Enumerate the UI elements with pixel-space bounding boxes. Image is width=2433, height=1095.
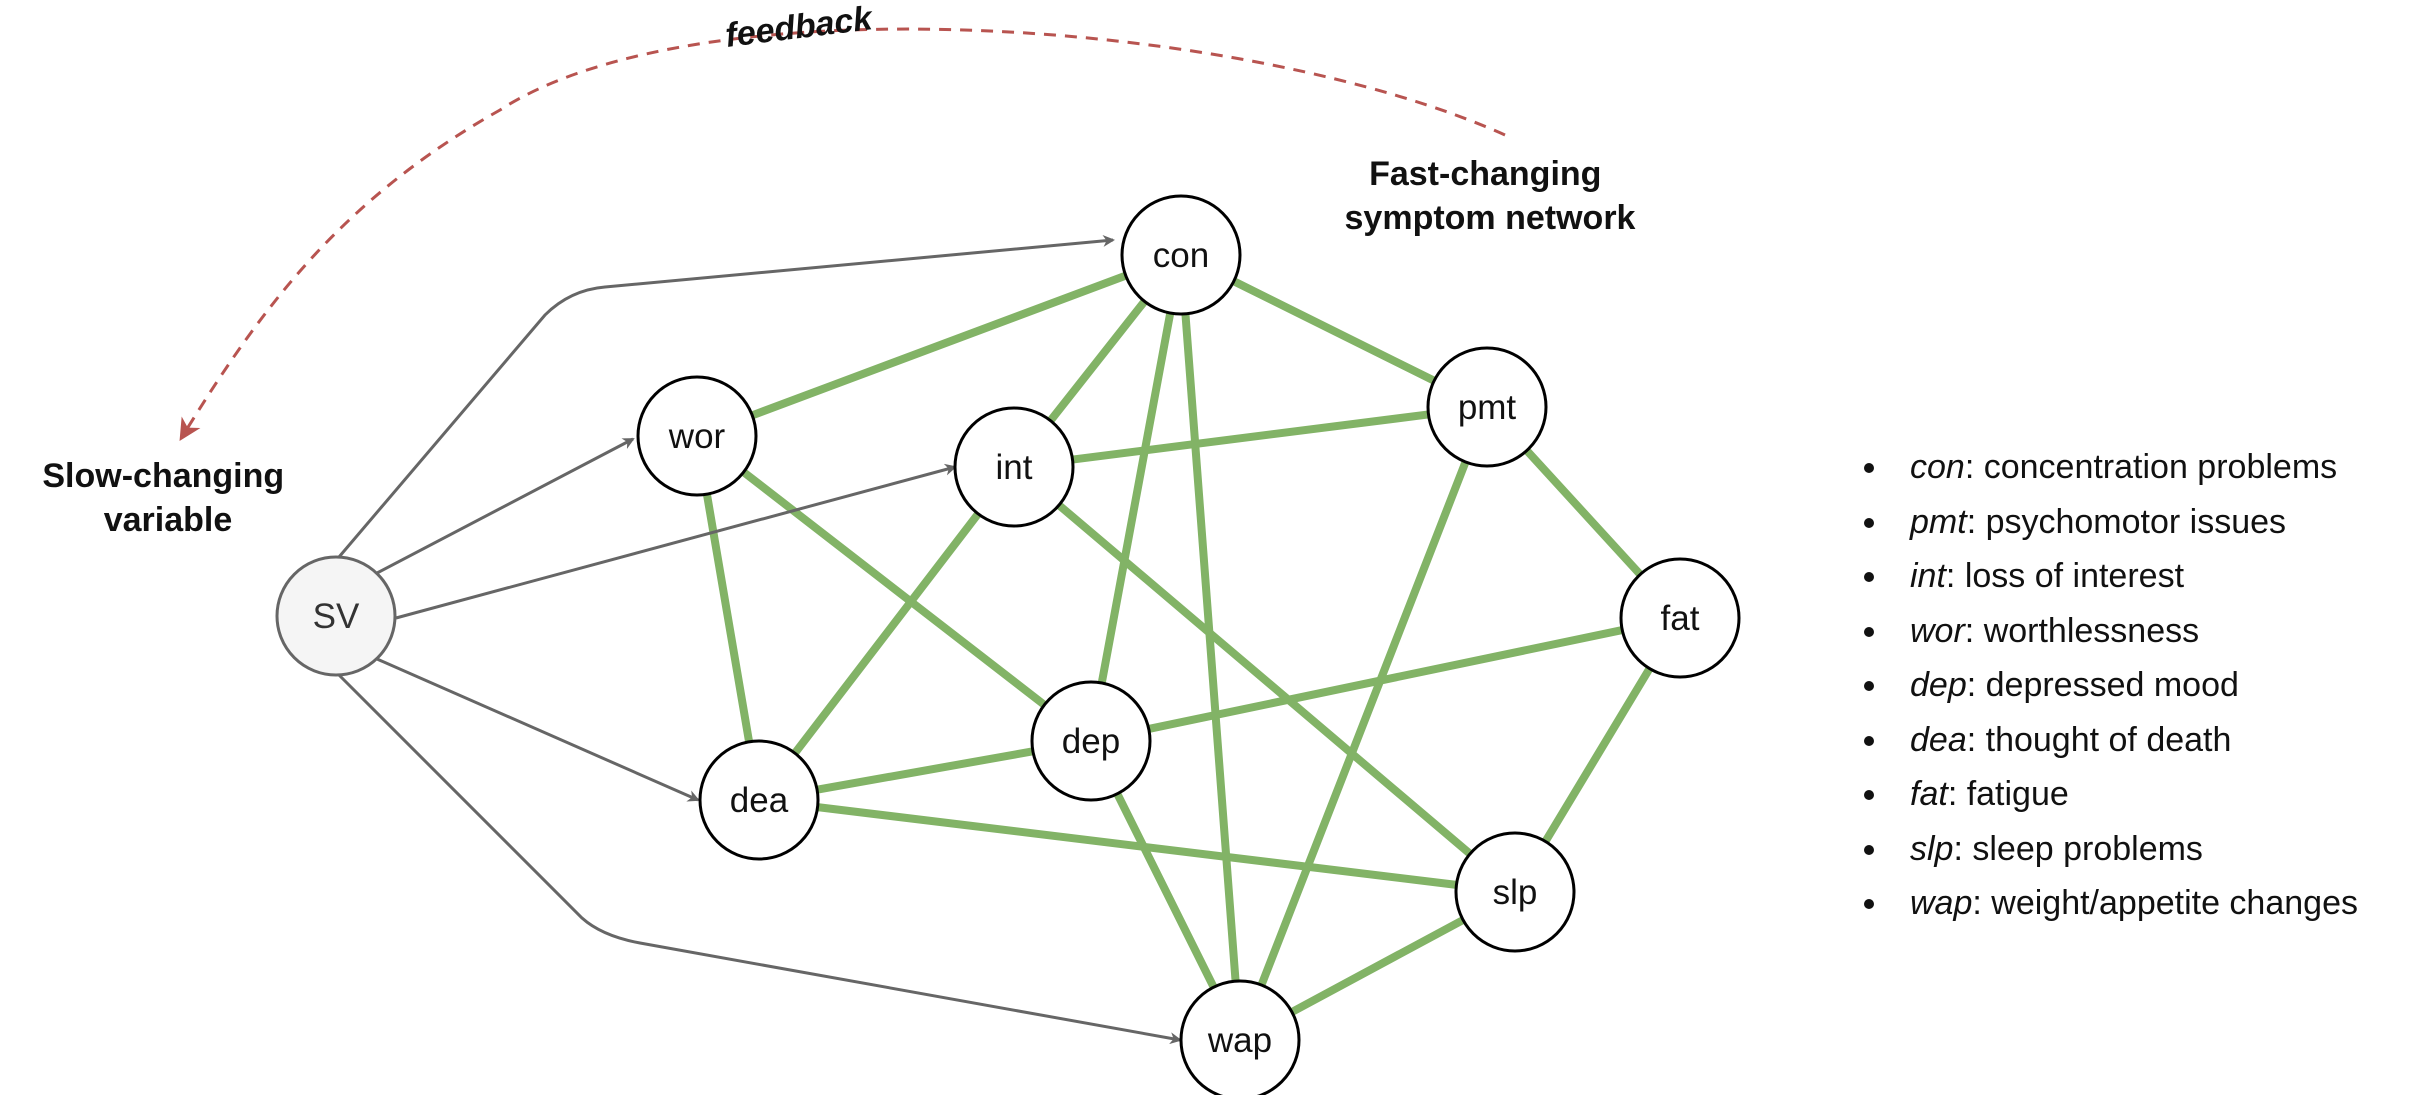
legend-description: : sleep problems	[1953, 829, 2203, 868]
node-wor[interactable]: wor	[636, 375, 758, 497]
edge-dea-dep	[813, 747, 1037, 794]
legend-abbr: wor	[1910, 611, 1965, 650]
node-con-circle	[1120, 194, 1242, 316]
sv-directed-edges	[337, 234, 1182, 1045]
node-pmt[interactable]: pmt	[1426, 346, 1548, 468]
node-slp-label: slp	[1493, 873, 1538, 912]
legend-description: : worthlessness	[1964, 611, 2200, 650]
slow-variable-label-line-2: variable	[104, 501, 233, 539]
legend-description: : weight/appetite changes	[1972, 884, 2358, 922]
legend-item-wor: wor: worthlessness	[1860, 604, 2358, 659]
node-slp[interactable]: slp	[1454, 831, 1576, 953]
node-fat-label: fat	[1661, 599, 1700, 638]
node-dea-circle	[698, 739, 820, 861]
node-dea[interactable]: dea	[698, 739, 820, 861]
feedback-label: feedback	[723, 0, 876, 55]
node-fat-circle	[1619, 557, 1741, 679]
legend-item-dep: dep: depressed mood	[1860, 658, 2358, 713]
feedback-arrow	[179, 27, 1506, 442]
legend-abbr: dea	[1910, 720, 1967, 759]
node-con[interactable]: con	[1120, 194, 1242, 316]
node-pmt-circle	[1426, 346, 1548, 468]
edge-pmt-fat	[1522, 446, 1645, 579]
edge-con-pmt	[1229, 277, 1439, 385]
edge-dep-wap	[1113, 789, 1218, 992]
edge-int-dea	[790, 509, 983, 758]
node-wap-label: wap	[1207, 1021, 1272, 1060]
fast-network-label: Fast-changing symptom network	[1345, 155, 1636, 237]
legend-item-con: con: concentration problems	[1860, 440, 2358, 495]
node-wap[interactable]: wap	[1179, 979, 1301, 1095]
edge-int-slp	[1054, 501, 1475, 858]
arrow-SV-con	[337, 234, 1115, 558]
node-SV-label: SV	[313, 597, 360, 636]
legend-item-fat: fat: fatigue	[1860, 767, 2358, 822]
node-SV-circle	[275, 555, 397, 677]
arrow-SV-wap	[337, 673, 1182, 1045]
edge-dea-slp	[813, 803, 1461, 889]
edge-con-int	[1046, 297, 1149, 425]
node-wor-circle	[636, 375, 758, 497]
symptom-edges	[702, 271, 1654, 1017]
edge-int-pmt	[1068, 410, 1433, 464]
legend-abbr: slp	[1910, 829, 1954, 868]
legend-item-pmt: pmt: psychomotor issues	[1860, 495, 2358, 550]
legend-item-dea: dea: thought of death	[1860, 713, 2358, 768]
legend-abbr: dep	[1910, 666, 1967, 704]
legend-description: : fatigue	[1947, 775, 2069, 813]
arrow-SV-int	[395, 463, 957, 620]
edge-fat-dep	[1144, 626, 1627, 733]
legend-abbr: wap	[1910, 884, 1973, 922]
abbreviation-legend: con: concentration problems pmt: psychomo…	[1860, 440, 2358, 931]
legend-description: : psychomotor issues	[1966, 502, 2287, 541]
node-slp-circle	[1454, 831, 1576, 953]
node-dep-label: dep	[1062, 722, 1120, 761]
legend-item-slp: slp: sleep problems	[1860, 822, 2358, 877]
edge-pmt-wap	[1257, 457, 1470, 990]
fast-network-label-line-2: symptom network	[1345, 199, 1636, 237]
network-nodes: SV con wor int pmt fat dep dea slp wap	[275, 194, 1741, 1095]
edge-con-wap	[1181, 309, 1240, 986]
legend-description: : loss of interest	[1945, 557, 2185, 595]
node-dep[interactable]: dep	[1030, 680, 1152, 802]
legend-abbr: int	[1910, 557, 1946, 595]
legend-abbr: con	[1910, 448, 1965, 486]
node-wor-label: wor	[668, 417, 726, 456]
fast-network-label-line-1: Fast-changing	[1369, 155, 1601, 193]
legend-description: : concentration problems	[1964, 448, 2338, 486]
edge-slp-wap	[1287, 915, 1468, 1017]
edge-wor-dea	[702, 490, 754, 746]
node-wap-circle	[1179, 979, 1301, 1095]
arrow-SV-wor	[376, 437, 635, 575]
node-fat[interactable]: fat	[1619, 557, 1741, 679]
node-dea-label: dea	[730, 781, 789, 820]
node-con-label: con	[1153, 236, 1209, 275]
node-dep-circle	[1030, 680, 1152, 802]
node-pmt-label: pmt	[1458, 388, 1517, 427]
node-int-label: int	[996, 448, 1033, 487]
node-SV[interactable]: SV	[275, 555, 397, 677]
edge-fat-slp	[1541, 664, 1654, 846]
slow-variable-label-line-1: Slow-changing	[42, 457, 284, 495]
node-int-circle	[953, 406, 1075, 528]
legend-abbr: fat	[1910, 775, 1948, 813]
edge-con-dep	[1097, 309, 1175, 687]
legend-item-wap: wap: weight/appetite changes	[1860, 876, 2358, 931]
legend-item-int: int: loss of interest	[1860, 549, 2358, 604]
arrow-SV-dea	[376, 657, 700, 802]
legend-description: : thought of death	[1966, 720, 2232, 759]
edge-con-wor	[748, 271, 1130, 420]
slow-variable-label: Slow-changing variable	[42, 457, 293, 539]
node-int[interactable]: int	[953, 406, 1075, 528]
legend-description: : depressed mood	[1966, 666, 2239, 704]
legend-abbr: pmt	[1910, 502, 1967, 541]
